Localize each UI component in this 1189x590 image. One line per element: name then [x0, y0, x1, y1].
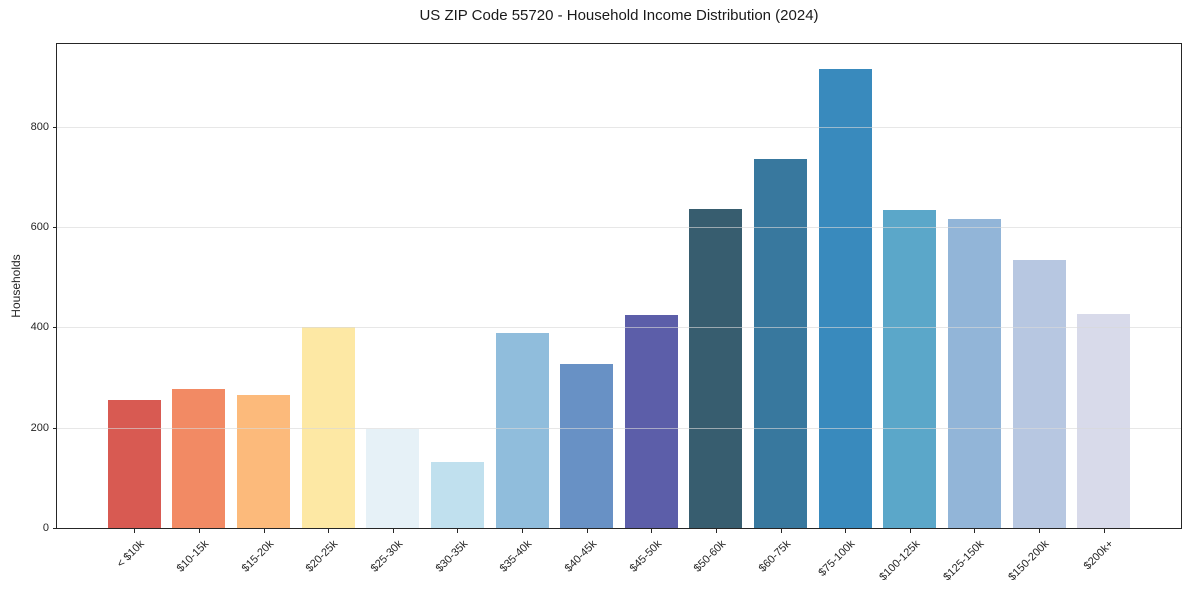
y-tick-label: 0: [42, 522, 49, 534]
x-tick-label: $75-100k: [816, 538, 858, 579]
y-tick-label: 200: [30, 421, 49, 434]
x-tick-label: $10-15k: [174, 538, 212, 575]
bar: [495, 333, 549, 528]
x-tick-mark: [845, 529, 847, 533]
bar: [107, 399, 161, 528]
x-tick-mark: [1039, 529, 1041, 533]
x-tick-mark: [974, 529, 976, 533]
x-tick-mark: [715, 529, 717, 533]
x-tick-label: $60-75k: [756, 538, 794, 575]
x-tick-label: $45-50k: [627, 538, 664, 575]
x-tick-label: $40-45k: [562, 538, 600, 575]
bar: [172, 389, 226, 528]
x-tick-mark: [522, 529, 524, 533]
x-tick-mark: [780, 529, 782, 533]
x-tick-label: $150-200k: [1006, 538, 1052, 584]
x-tick-label: $15-20k: [239, 538, 277, 575]
x-tick-label: $20-25k: [304, 538, 341, 575]
bar: [689, 208, 743, 528]
x-tick-mark: [1103, 529, 1105, 533]
x-tick-mark: [198, 529, 200, 533]
bar: [1077, 314, 1131, 528]
bar: [560, 363, 614, 528]
bar: [366, 428, 420, 528]
chart-title: US ZIP Code 55720 - Household Income Dis…: [419, 7, 819, 24]
y-tick-mark: [53, 227, 57, 229]
y-tick-label: 800: [30, 120, 49, 133]
x-tick-label: $100-125k: [877, 538, 923, 584]
y-tick-mark: [53, 427, 57, 429]
bar: [301, 326, 355, 528]
x-tick-label: $30-35k: [433, 538, 470, 575]
bar: [430, 462, 484, 528]
bar: [754, 158, 808, 528]
x-tick-label: < $10k: [114, 538, 147, 571]
y-tick-label: 400: [30, 321, 49, 334]
bars-layer: [57, 44, 1181, 528]
plot-area: [56, 43, 1182, 529]
bar: [883, 209, 937, 528]
x-tick-mark: [134, 529, 136, 533]
x-tick-mark: [651, 529, 653, 533]
y-tick-label: 600: [30, 221, 49, 234]
bar: [818, 69, 872, 528]
y-axis-label: Households: [9, 254, 23, 318]
y-tick-mark: [53, 327, 57, 329]
y-tick-mark: [53, 126, 57, 128]
bar: [1012, 259, 1066, 528]
x-tick-label: $25-30k: [368, 538, 406, 575]
bar: [624, 314, 678, 528]
bar: [237, 394, 291, 528]
x-tick-mark: [457, 529, 459, 533]
x-tick-mark: [586, 529, 588, 533]
x-tick-mark: [392, 529, 394, 533]
x-tick-label: $125-150k: [941, 538, 987, 584]
x-tick-label: $200k+: [1081, 538, 1117, 573]
bar: [947, 218, 1001, 528]
y-tick-mark: [53, 528, 57, 529]
x-tick-mark: [263, 529, 265, 533]
x-tick-mark: [909, 529, 911, 533]
x-tick-label: $50-60k: [691, 538, 729, 575]
x-tick-label: $35-40k: [497, 538, 535, 575]
x-tick-mark: [328, 529, 330, 533]
